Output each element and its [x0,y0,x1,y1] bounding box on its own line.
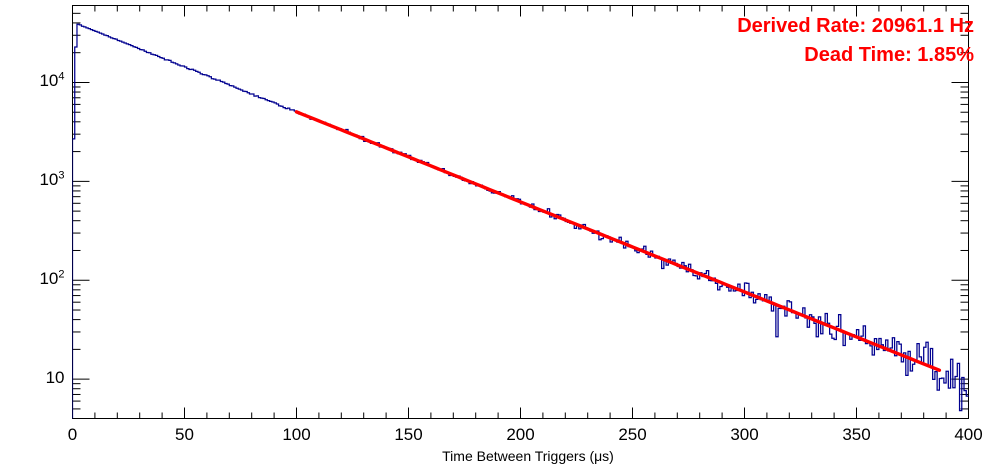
x-tick-label: 350 [842,424,871,444]
histogram-trace [72,23,969,419]
y-tick-label: 10 [45,368,65,388]
derived-rate-annotation: Derived Rate: 20961.1 Hz [737,15,974,37]
x-tick-label: 300 [730,424,759,444]
plot-frame [72,5,969,419]
y-tick-label: 103 [39,169,65,190]
x-tick-label: 200 [506,424,535,444]
x-axis-title: Time Between Triggers (μs) [0,448,996,464]
exponential-fit-line [294,110,942,372]
y-axis-ticks [72,5,969,419]
x-axis-title-text: Time Between Triggers (μs) [442,448,614,464]
fit-result-annotations: Derived Rate: 20961.1 Hz Dead Time: 1.85… [737,12,974,70]
y-tick-label: 102 [39,268,65,289]
x-tick-label: 100 [282,424,311,444]
dead-time-annotation: Dead Time: 1.85% [804,44,974,66]
x-tick-label: 400 [954,424,983,444]
x-tick-label: 0 [67,424,78,444]
x-tick-label: 50 [175,424,194,444]
x-tick-label: 250 [618,424,647,444]
y-tick-label: 104 [39,70,65,91]
x-tick-label: 150 [394,424,423,444]
